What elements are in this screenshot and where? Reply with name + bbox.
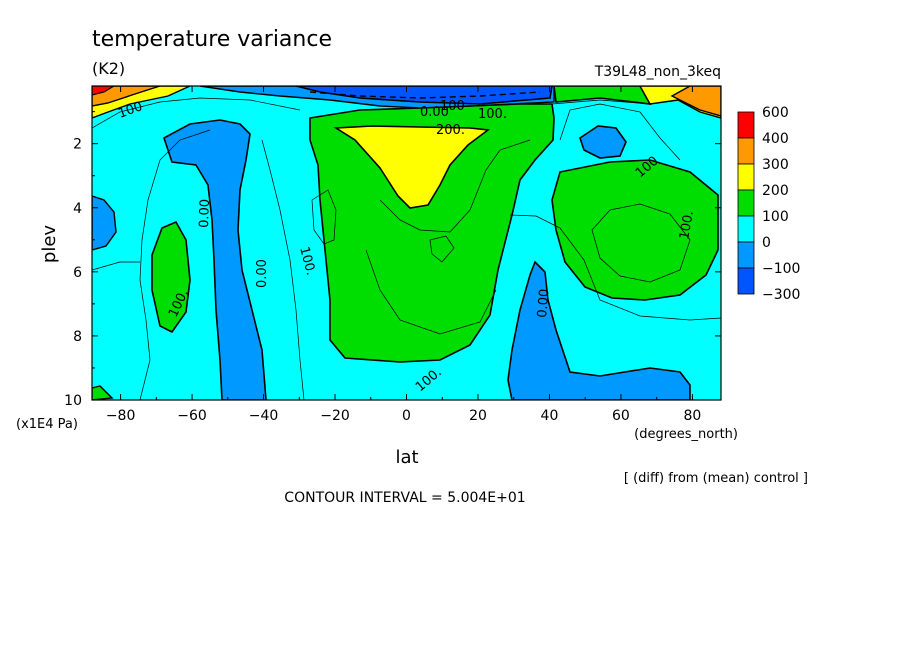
colorbar-swatch: [737, 137, 755, 165]
contour-label: 0.00: [255, 259, 270, 288]
x-tick-label: 0: [402, 408, 411, 424]
dashed-contour-top: [309, 91, 541, 99]
diff-note: [ (diff) from (mean) control ]: [624, 471, 808, 486]
y-tick-label: 6: [73, 265, 82, 281]
thin-contour-4: [311, 189, 337, 245]
x-axis-label: lat: [395, 447, 418, 468]
contour-label: 0.00: [420, 105, 449, 120]
thin-contour-12: [551, 99, 651, 105]
contour-label: 100.: [296, 245, 318, 277]
band-300-400-left-top: [92, 86, 161, 107]
thin-contour-3: [261, 139, 305, 400]
colorbar-swatch: [737, 267, 755, 295]
colorbar-label: 100: [762, 209, 789, 225]
contour-interval: CONTOUR INTERVAL = 5.004E+01: [284, 490, 525, 506]
y-tick-label: 2: [73, 137, 82, 153]
contour-label: 0.00: [535, 288, 552, 318]
thin-contour-11: [92, 261, 140, 271]
band-minus100-0-right-bottom: [507, 260, 691, 400]
contour-label: 0.00: [197, 199, 213, 228]
x-tick-label: −40: [249, 408, 279, 424]
colorbar-swatch: [737, 241, 755, 269]
thin-contour-10: [509, 214, 721, 321]
band-100-200-bottom-left: [92, 385, 114, 400]
x-tick-label: −60: [177, 408, 207, 424]
x-axis-units: (degrees_north): [634, 427, 738, 442]
y-axis-label: plev: [39, 225, 60, 264]
run-label: T39L48_non_3keq: [594, 64, 721, 80]
colorbar-label: 400: [762, 131, 789, 147]
y-tick-label: 8: [73, 329, 82, 345]
colorbar-swatch: [737, 215, 755, 243]
chart-units: (K2): [92, 59, 125, 78]
band-200-300-central: [333, 125, 491, 209]
thin-contour-5: [379, 139, 531, 233]
colorbar-label: 300: [762, 157, 789, 173]
y-axis-units: (x1E4 Pa): [16, 417, 78, 432]
band-100-200-right-top: [553, 86, 652, 105]
colorbar-label: −100: [762, 261, 800, 277]
band-minus300-minus100-top: [295, 86, 553, 105]
colorbar: 600 400 300 200 100 0 −100 −300: [737, 105, 800, 303]
x-tick-label: 60: [612, 408, 630, 424]
thin-contour-7: [429, 235, 455, 263]
colorbar-label: 0: [762, 235, 771, 251]
band-400-600-left-top: [92, 86, 116, 96]
contour-label: 200.: [436, 123, 465, 138]
chart-title: temperature variance: [92, 27, 332, 52]
x-tick-label: 20: [469, 408, 487, 424]
y-tick-label: 10: [64, 393, 82, 409]
thin-contour-2: [139, 129, 211, 400]
x-axis: −80 −60 −40 −20 0 20 40 60 80: [106, 86, 701, 424]
x-tick-label: 40: [541, 408, 559, 424]
y-tick-label: 4: [73, 201, 82, 217]
y-axis: 2 4 6 8 10: [64, 111, 721, 409]
contour-label: 100.: [677, 210, 697, 241]
colorbar-swatch: [737, 189, 755, 217]
thin-contour-6: [365, 249, 497, 335]
contour-label: 100: [440, 99, 465, 114]
x-tick-label: 80: [683, 408, 701, 424]
plot-area: 0.00 100. 100. 200. 100 0.00 100. 0.00 1…: [92, 86, 721, 400]
colorbar-label: 200: [762, 183, 789, 199]
band-100-200-left: [151, 220, 191, 334]
thin-contour-1: [92, 97, 301, 129]
x-tick-label: −80: [106, 408, 136, 424]
x-tick-label: −20: [320, 408, 350, 424]
contour-label: 100.: [478, 107, 507, 122]
band-300-400-right-top: [670, 86, 721, 117]
thin-contour-8: [559, 103, 681, 161]
band-minus100-0-left-edge: [92, 195, 117, 251]
colorbar-label: −300: [762, 287, 800, 303]
band-minus100-0-left-column: [163, 119, 267, 400]
band-100-200-right: [551, 159, 719, 301]
band-minus100-0-right-oval: [579, 125, 627, 159]
colorbar-swatch: [737, 111, 755, 139]
colorbar-label: 600: [762, 105, 789, 121]
colorbar-swatch: [737, 163, 755, 191]
thin-contour-9: [591, 203, 691, 283]
